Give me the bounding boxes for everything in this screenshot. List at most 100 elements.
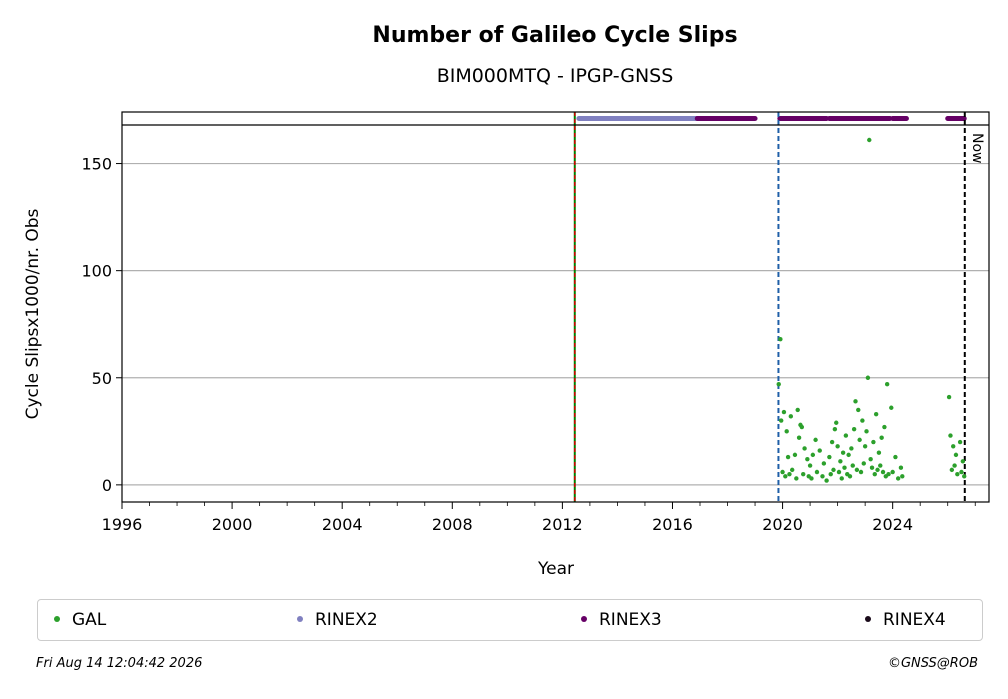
gal-point-55 [783,474,788,479]
gal-point-56 [787,471,792,477]
gal-point-34 [862,444,868,449]
gal-point-12 [802,446,807,451]
gal-point-87 [952,463,957,468]
gal-point-23 [835,444,840,449]
gal-point-74 [858,469,864,475]
gal-point-43 [882,424,887,430]
gal-point-9 [796,435,802,440]
gal-point-36 [865,375,871,380]
gal-point-21 [832,426,838,432]
gal-point-54 [780,469,785,475]
gal-point-80 [880,469,886,475]
gal-point-35 [864,429,869,434]
gal-point-15 [810,452,816,458]
x-axis-label: Year [537,559,574,579]
gal-point-47 [898,465,904,470]
gal-point-88 [955,471,960,477]
vertical-markers: Now [573,112,985,502]
y-axis-ticks: 0 50 100 150 [81,155,122,495]
x-tick-label-2004: 2004 [322,515,363,534]
gal-point-82 [886,471,891,477]
gal-point-72 [850,463,855,468]
gal-point-31 [856,407,861,413]
gal-point-59 [801,471,806,477]
y-axis-label: Cycle Slipsx1000/nr. Obs [23,208,43,419]
gal-point-79 [878,463,883,468]
gal-point-26 [843,433,849,438]
gal-point-52 [957,439,963,445]
gal-point-3 [781,409,787,415]
gal-point-45 [889,405,894,410]
x-tick-label-2020: 2020 [762,515,803,534]
grid-lines [122,162,989,486]
gal-point-66 [831,467,836,473]
gal-point-5 [785,454,791,460]
legend-label-rinex4: RINEX4 [883,610,946,630]
legend: GAL RINEX2 RINEX3 RINEX4 [37,599,983,641]
chart-subtitle: BIM000MTQ - IPGP-GNSS [437,65,674,87]
legend-item-rinex2: RINEX2 [297,600,378,640]
gal-point-86 [949,467,955,473]
gal-point-77 [872,471,877,477]
gal-point-69 [842,465,847,470]
gal-point-16 [813,437,818,443]
gal-point-51 [953,452,959,458]
gal-point-8 [795,407,800,413]
legend-marker-rinex2 [297,616,303,622]
gal-point-89 [959,469,964,475]
gal-point-49 [948,433,953,438]
gal-point-84 [895,476,901,481]
gal-point-76 [869,465,875,470]
gal-point-32 [857,437,862,443]
now-label: Now [969,133,985,164]
gal-point-18 [821,461,827,466]
y-tick-label-50: 50 [92,369,112,388]
gal-point-41 [876,450,882,455]
gal-point-44 [884,381,890,387]
legend-marker-gal [54,616,60,622]
gal-point-42 [879,435,884,440]
legend-item-rinex4: RINEX4 [865,600,946,640]
gal-point-37 [867,137,872,143]
gal-point-50 [951,444,956,449]
gal-point-17 [817,448,822,453]
gal-point-33 [860,418,865,423]
x-tick-label-2008: 2008 [432,515,473,534]
gal-point-13 [805,456,810,462]
legend-item-rinex3: RINEX3 [581,600,662,640]
gal-point-30 [853,399,858,404]
gal-point-71 [847,474,853,479]
gal-point-90 [962,474,967,479]
y-tick-label-150: 150 [81,155,112,174]
gal-point-14 [807,463,813,468]
x-tick-label-2000: 2000 [212,515,253,534]
x-tick-label-2024: 2024 [872,515,913,534]
legend-marker-rinex4 [865,616,871,622]
gal-point-27 [846,452,851,458]
gal-point-0 [776,381,781,387]
gal-point-62 [814,469,820,475]
y-tick-label-100: 100 [81,262,112,281]
gal-point-67 [836,469,842,475]
gal-point-22 [834,420,839,425]
gal-point-83 [890,469,895,475]
chart-title: Number of Galileo Cycle Slips [372,23,737,48]
gal-point-65 [828,471,833,477]
gal-point-2 [778,418,784,423]
gal-point-24 [838,459,843,464]
gal-point-29 [851,426,857,432]
gal-point-46 [893,454,898,460]
gal-point-78 [875,467,880,473]
gal-point-39 [871,439,876,445]
plot-frame [121,111,990,503]
gal-point-64 [824,478,829,483]
gal-point-19 [827,454,832,460]
gal-point-4 [784,429,789,434]
gal-point-75 [861,461,866,466]
gal-point-85 [900,474,905,479]
gal-point-68 [839,476,844,481]
x-axis-ticks: 1996 2000 2004 2008 2012 2016 2020 2024 [102,502,976,534]
gal-point-25 [840,450,846,455]
y-tick-label-0: 0 [102,476,112,495]
legend-marker-rinex3 [581,616,587,622]
